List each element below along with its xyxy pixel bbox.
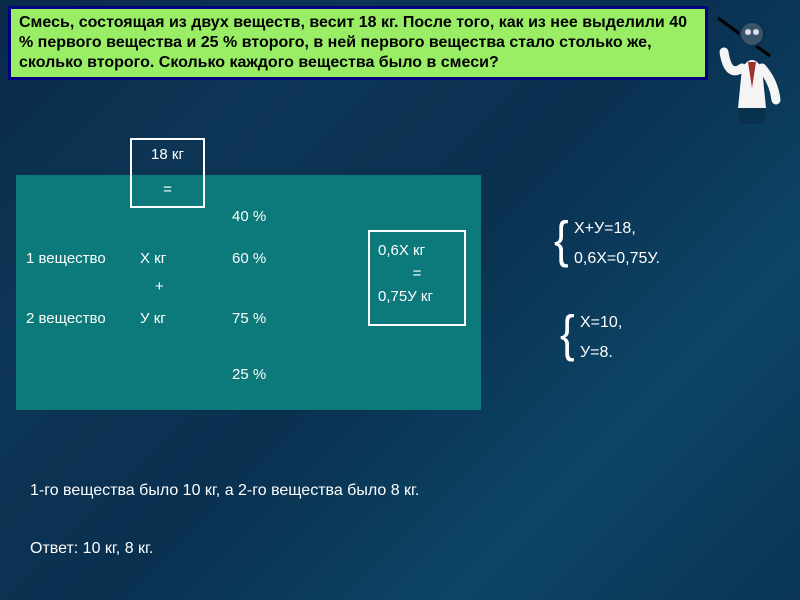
eq1: Х+У=18, [574,214,660,244]
system-1: Х+У=18, 0,6Х=0,75У. [574,214,660,275]
x-kg: Х кг [140,250,166,267]
percent-25: 25 % [232,366,266,383]
percent-40: 40 % [232,208,266,225]
y-kg: У кг [140,310,166,327]
result-1: 0,6Х кг [378,242,456,259]
conclusion-text: 1-го вещества было 10 кг, а 2-го веществ… [30,482,419,500]
sol1: Х=10, [580,308,622,338]
result-eq: = [378,265,456,282]
equals-sign: = [132,181,203,198]
label-substance-2: 2 вещество [26,310,106,327]
percent-75: 75 % [232,310,266,327]
brace-icon: { [554,212,569,270]
professor-illustration [708,8,792,128]
total-weight: 18 кг [132,146,203,163]
label-substance-1: 1 вещество [26,250,106,267]
percent-60: 60 % [232,250,266,267]
sol2: У=8. [580,338,622,368]
result-2: 0,75У кг [378,288,456,305]
answer-text: Ответ: 10 кг, 8 кг. [30,540,153,558]
system-2: Х=10, У=8. [580,308,622,369]
brace-icon: { [560,306,575,364]
plus-sign: + [155,278,164,295]
problem-statement: Смесь, состоящая из двух веществ, весит … [8,6,708,80]
box-total: 18 кг = [130,138,205,208]
eq2: 0,6Х=0,75У. [574,244,660,274]
box-result: 0,6Х кг = 0,75У кг [368,230,466,326]
